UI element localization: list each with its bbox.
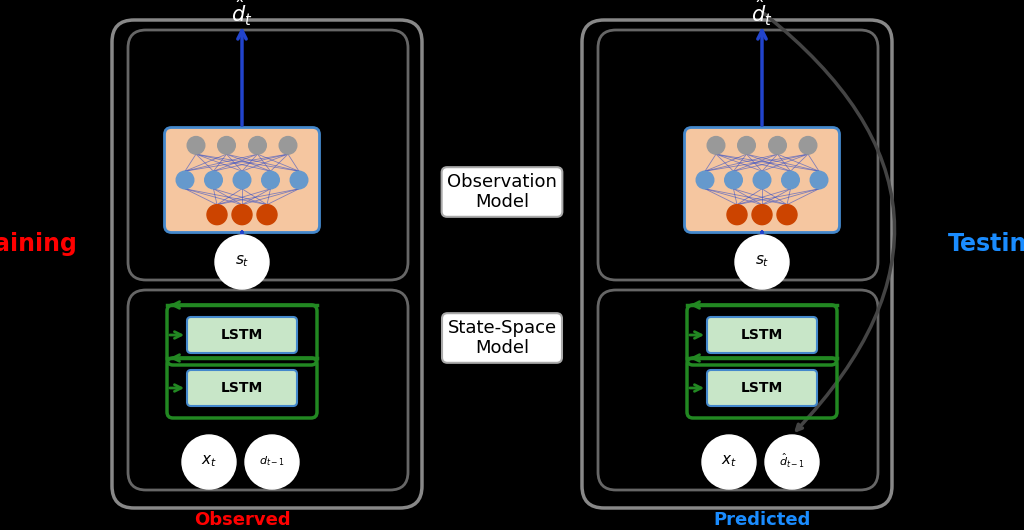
Text: LSTM: LSTM xyxy=(221,328,263,342)
Text: Predicted: Predicted xyxy=(714,511,811,529)
Text: $d_{t-1}$: $d_{t-1}$ xyxy=(259,454,285,468)
Circle shape xyxy=(765,435,819,489)
Circle shape xyxy=(205,171,222,189)
Circle shape xyxy=(754,171,771,189)
Circle shape xyxy=(290,171,308,189)
Text: LSTM: LSTM xyxy=(741,381,783,395)
Text: $x_t$: $x_t$ xyxy=(201,453,217,469)
Text: State-Space
Model: State-Space Model xyxy=(447,319,557,357)
Circle shape xyxy=(232,205,252,225)
Text: Observation
Model: Observation Model xyxy=(447,173,557,211)
Circle shape xyxy=(799,137,817,154)
Circle shape xyxy=(777,205,797,225)
Text: LSTM: LSTM xyxy=(221,381,263,395)
Circle shape xyxy=(725,171,742,189)
Circle shape xyxy=(737,137,756,154)
Circle shape xyxy=(781,171,800,189)
Text: $\hat{d}_t$: $\hat{d}_t$ xyxy=(231,0,253,28)
Circle shape xyxy=(182,435,236,489)
Circle shape xyxy=(696,171,714,189)
Text: $\hat{d}_t$: $\hat{d}_t$ xyxy=(752,0,773,28)
Circle shape xyxy=(769,137,786,154)
FancyBboxPatch shape xyxy=(187,370,297,406)
Circle shape xyxy=(810,171,827,189)
Text: $x_t$: $x_t$ xyxy=(721,453,737,469)
Circle shape xyxy=(735,235,790,289)
Text: $s_t$: $s_t$ xyxy=(234,253,249,269)
FancyBboxPatch shape xyxy=(684,128,840,233)
FancyBboxPatch shape xyxy=(707,317,817,353)
Text: LSTM: LSTM xyxy=(741,328,783,342)
Circle shape xyxy=(702,435,756,489)
FancyBboxPatch shape xyxy=(187,317,297,353)
FancyBboxPatch shape xyxy=(165,128,319,233)
Circle shape xyxy=(249,137,266,154)
Circle shape xyxy=(752,205,772,225)
Circle shape xyxy=(262,171,280,189)
Text: Observed: Observed xyxy=(194,511,291,529)
Circle shape xyxy=(245,435,299,489)
Text: Training: Training xyxy=(0,232,78,256)
Circle shape xyxy=(176,171,194,189)
FancyBboxPatch shape xyxy=(707,370,817,406)
Circle shape xyxy=(708,137,725,154)
Text: Testing: Testing xyxy=(948,232,1024,256)
Circle shape xyxy=(187,137,205,154)
Circle shape xyxy=(218,137,236,154)
Text: $s_t$: $s_t$ xyxy=(755,253,769,269)
Circle shape xyxy=(727,205,746,225)
Circle shape xyxy=(215,235,269,289)
Circle shape xyxy=(257,205,278,225)
Circle shape xyxy=(280,137,297,154)
Circle shape xyxy=(233,171,251,189)
Text: $\hat{d}_{t-1}$: $\hat{d}_{t-1}$ xyxy=(779,452,805,470)
Circle shape xyxy=(207,205,227,225)
